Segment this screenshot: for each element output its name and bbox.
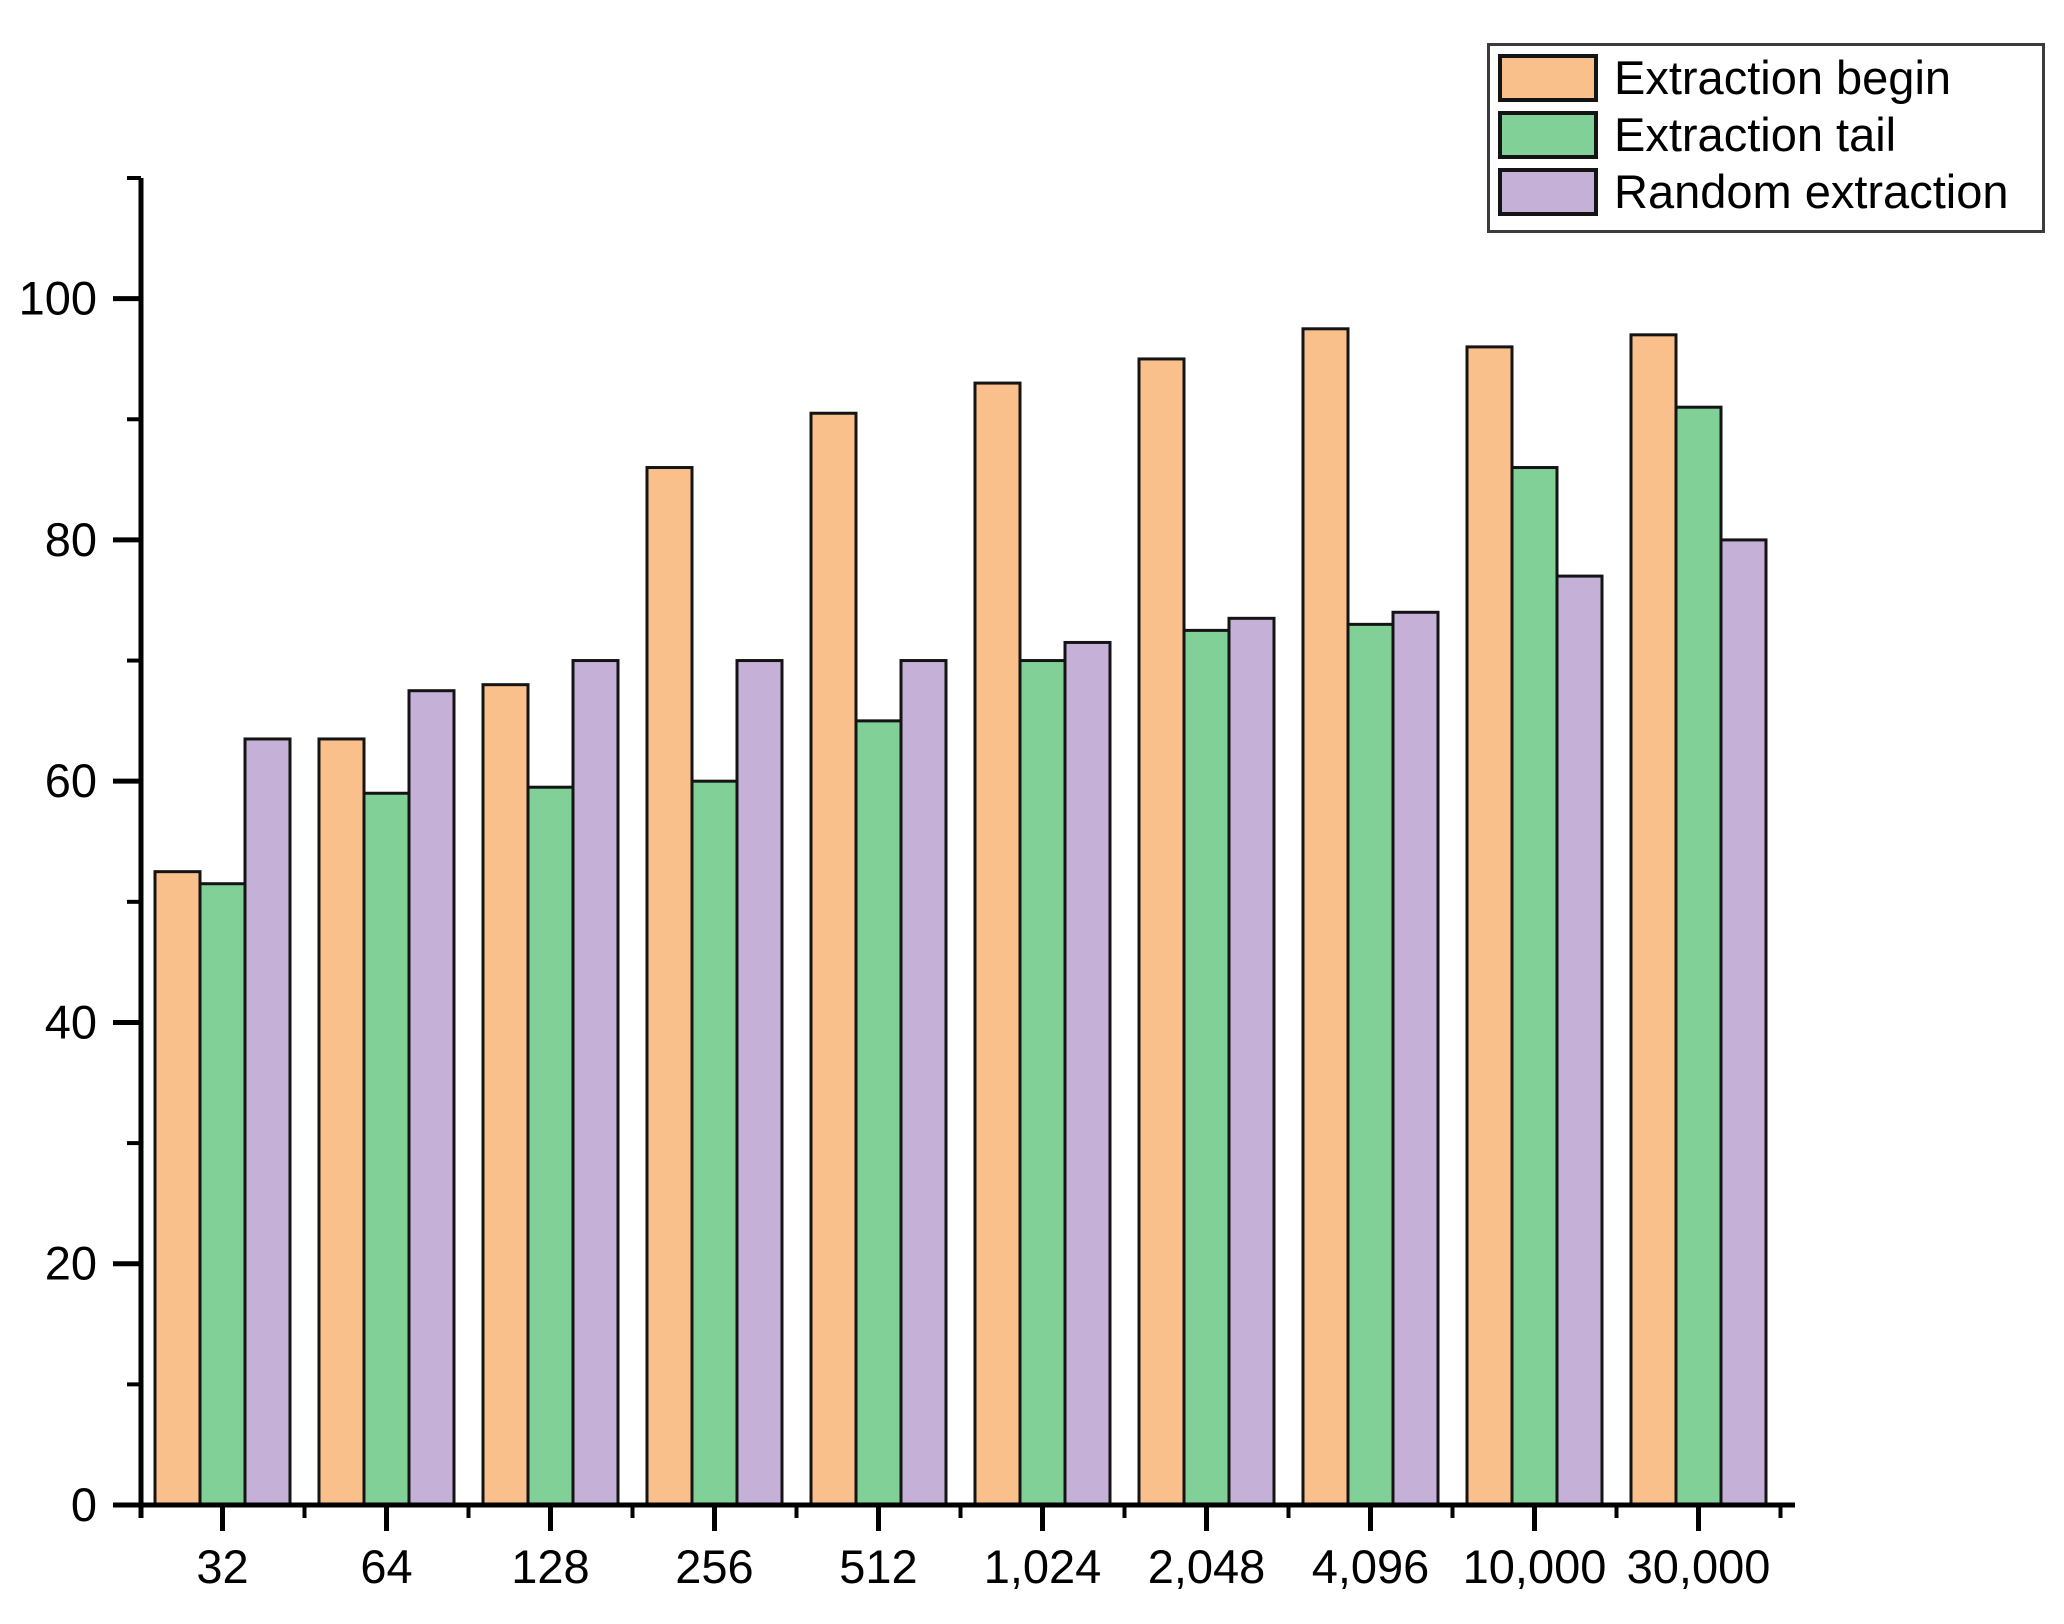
bar-random-extraction-64 (407, 689, 456, 1507)
legend-item-random-extraction: Random extraction (1498, 168, 2042, 216)
bar-extraction-begin-128 (481, 683, 530, 1507)
x-tick-label: 128 (511, 1540, 589, 1593)
y-tick-label: 40 (45, 995, 97, 1048)
bar-random-extraction-32 (243, 737, 292, 1507)
bar-extraction-tail-512 (854, 719, 903, 1507)
x-tick-label: 256 (675, 1540, 753, 1593)
legend-swatch-extraction-begin (1498, 54, 1598, 102)
x-tick-label: 30,000 (1627, 1540, 1771, 1593)
bar-extraction-tail-4,096 (1346, 622, 1395, 1507)
x-tick-label: 10,000 (1463, 1540, 1607, 1593)
bar-random-extraction-256 (735, 659, 784, 1507)
legend: Extraction begin Extraction tail Random ex… (1487, 43, 2045, 233)
bar-extraction-begin-64 (317, 737, 366, 1507)
bar-extraction-tail-30,000 (1674, 405, 1723, 1507)
y-tick-label: 80 (45, 513, 97, 566)
legend-item-extraction-tail: Extraction tail (1498, 111, 2042, 159)
bar-extraction-tail-64 (362, 791, 411, 1507)
bar-extraction-tail-128 (526, 785, 575, 1507)
bar-extraction-tail-10,000 (1510, 466, 1559, 1507)
y-tick-label: 100 (19, 272, 97, 325)
legend-label: Random extraction (1614, 165, 2009, 218)
y-tick-label: 0 (71, 1478, 97, 1531)
bar-extraction-tail-1,024 (1018, 659, 1067, 1507)
x-tick-label: 64 (360, 1540, 412, 1593)
legend-label: Extraction begin (1614, 51, 1952, 104)
y-tick-label: 60 (45, 754, 97, 807)
bar-random-extraction-10,000 (1555, 574, 1604, 1507)
bar-extraction-begin-512 (809, 411, 858, 1507)
bar-extraction-tail-256 (690, 779, 739, 1507)
bar-random-extraction-1,024 (1063, 640, 1112, 1507)
bar-random-extraction-2,048 (1227, 616, 1276, 1507)
bar-extraction-tail-32 (198, 882, 247, 1507)
legend-swatch-random-extraction (1498, 168, 1598, 216)
x-tick-label: 4,096 (1312, 1540, 1430, 1593)
bar-extraction-begin-2,048 (1137, 357, 1186, 1507)
legend-item-extraction-begin: Extraction begin (1498, 54, 2042, 102)
bar-extraction-begin-32 (153, 870, 202, 1507)
legend-label: Extraction tail (1614, 108, 1897, 161)
bar-extraction-begin-10,000 (1465, 345, 1514, 1507)
bar-extraction-begin-30,000 (1629, 333, 1678, 1507)
bar-random-extraction-4,096 (1391, 610, 1440, 1507)
x-tick-label: 1,024 (984, 1540, 1102, 1593)
bar-random-extraction-512 (899, 659, 948, 1507)
x-tick-label: 2,048 (1148, 1540, 1266, 1593)
bar-extraction-begin-4,096 (1301, 327, 1350, 1507)
x-tick-label: 32 (196, 1540, 248, 1593)
legend-swatch-extraction-tail (1498, 111, 1598, 159)
bar-extraction-begin-256 (645, 466, 694, 1507)
y-tick-label: 20 (45, 1237, 97, 1290)
bar-extraction-tail-2,048 (1182, 628, 1231, 1507)
bar-random-extraction-30,000 (1719, 538, 1768, 1507)
x-tick-label: 512 (839, 1540, 917, 1593)
bar-random-extraction-128 (571, 659, 620, 1507)
bar-extraction-begin-1,024 (973, 381, 1022, 1507)
